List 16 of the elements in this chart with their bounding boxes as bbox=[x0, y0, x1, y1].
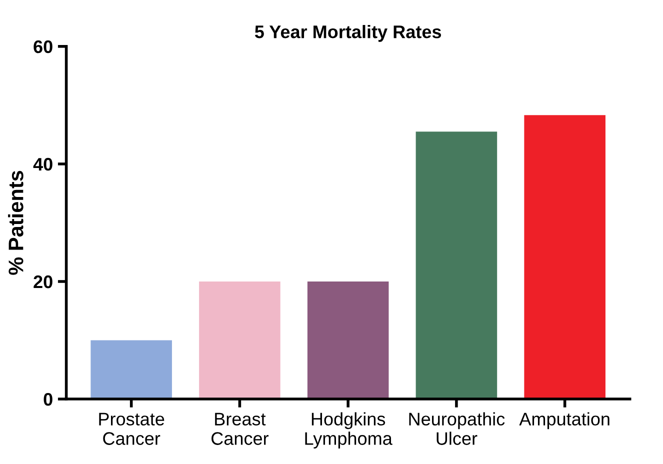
bar bbox=[416, 132, 498, 400]
bar bbox=[199, 281, 280, 400]
x-tick-label: Amputation bbox=[519, 412, 610, 430]
chart-title: 5 Year Mortality Rates bbox=[254, 24, 442, 42]
y-tick-label: 20 bbox=[34, 275, 52, 288]
x-tick-label: Neuropathic Ulcer bbox=[409, 412, 505, 445]
y-axis-title: % Patients bbox=[8, 170, 24, 275]
x-tick-label: Hodgkins Lymphoma bbox=[305, 412, 392, 449]
bar bbox=[90, 340, 172, 400]
bar bbox=[524, 115, 606, 400]
y-tick-label: 60 bbox=[34, 40, 52, 54]
bar bbox=[307, 281, 389, 400]
x-tick-label: Breast Cancer bbox=[212, 412, 269, 445]
x-tick-label: Prostate Cancer bbox=[99, 412, 164, 445]
y-tick-label: 0 bbox=[44, 392, 52, 406]
y-tick-label: 40 bbox=[33, 158, 52, 171]
